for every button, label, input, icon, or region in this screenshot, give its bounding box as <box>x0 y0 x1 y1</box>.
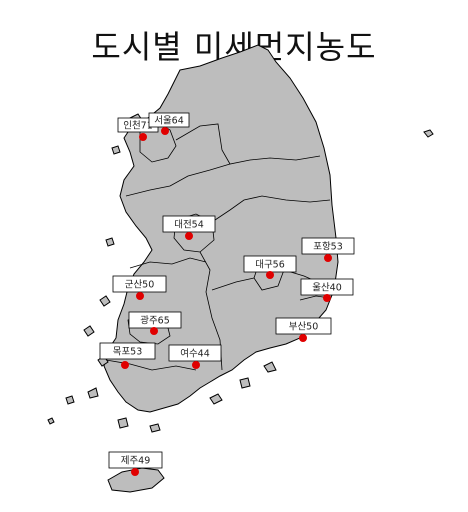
city-label: 포항53 <box>313 242 343 253</box>
city-dot <box>139 133 147 141</box>
city-dot <box>131 468 139 476</box>
city-marker-group: 울산40 <box>300 278 354 302</box>
city-label: 서울64 <box>154 116 184 127</box>
city-marker-group: 포항53 <box>301 237 355 262</box>
city-dot <box>121 361 129 369</box>
city-label-box <box>168 344 222 362</box>
city-marker-group: 대전54 <box>162 215 216 240</box>
islands <box>47 113 434 493</box>
city-dot <box>299 334 307 342</box>
city-label: 여수44 <box>180 348 210 360</box>
city-dot <box>136 292 144 300</box>
city-dot <box>192 361 200 369</box>
city-dot <box>324 254 332 262</box>
city-marker-group: 인천71 <box>117 117 159 141</box>
city-label: 대전54 <box>174 220 204 231</box>
city-label: 인천71 <box>123 121 153 132</box>
city-marker-group: 대구56 <box>243 255 297 279</box>
city-dot <box>266 271 274 279</box>
city-marker-group: 제주49 <box>108 451 163 476</box>
city-marker-group: 목포53 <box>99 342 156 369</box>
city-label: 광주65 <box>140 315 170 327</box>
city-dot <box>323 294 331 302</box>
city-label: 목포53 <box>113 347 143 358</box>
city-dot <box>185 232 193 240</box>
city-label-box <box>108 451 163 469</box>
city-marker-group: 서울64 <box>148 112 190 135</box>
city-marker-group: 광주65 <box>128 311 182 335</box>
city-marker-group: 여수44 <box>168 344 222 369</box>
city-label: 군산50 <box>125 280 155 291</box>
city-label-box <box>99 342 156 360</box>
city-label: 부산50 <box>289 322 319 333</box>
city-label: 울산40 <box>312 283 342 294</box>
city-marker-group: 군산50 <box>112 275 167 300</box>
city-marker-group: 부산50 <box>275 317 332 342</box>
city-dot <box>150 327 158 335</box>
city-label-box <box>112 275 167 293</box>
city-label-box <box>148 112 190 128</box>
city-label-box <box>275 317 332 335</box>
city-dot <box>161 127 169 135</box>
city-layer: 인천71 서울64 대전54 포항53 대구56 군산50 울산40 광주65 부산50 목포53… <box>99 112 355 476</box>
city-label: 대구56 <box>255 260 285 271</box>
city-label: 제주49 <box>121 456 151 467</box>
